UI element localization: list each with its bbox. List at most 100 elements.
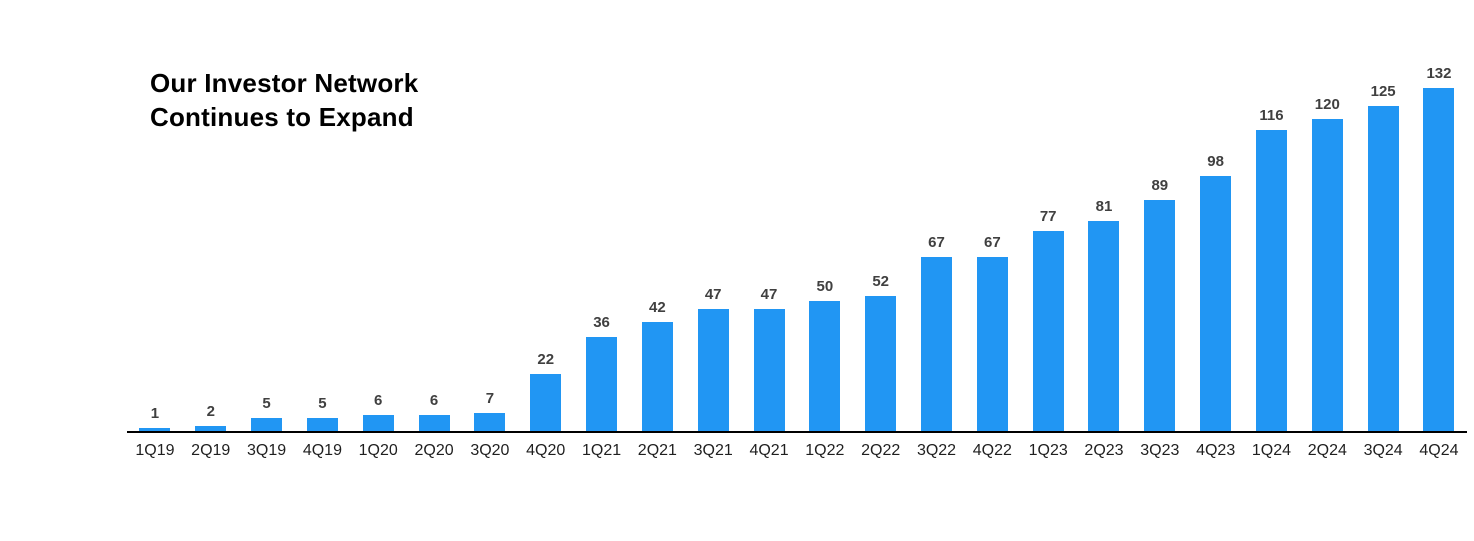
bar: [530, 374, 562, 431]
bar-column: 47: [741, 287, 797, 431]
bar: [921, 257, 952, 431]
x-tick-label: 1Q20: [358, 442, 398, 459]
x-tick-label: 2Q23: [1084, 442, 1124, 459]
bar-column: 42: [629, 300, 685, 431]
bar-value-label: 116: [1259, 107, 1284, 124]
bar-value-label: 132: [1426, 65, 1452, 82]
bar-value-label: 98: [1207, 153, 1224, 170]
x-axis-tick-labels: 1Q19 2Q19 3Q19 4Q19 1Q20 2Q20 3Q20 4Q20 1Q21 2Q21…: [127, 443, 1467, 459]
bar: [1367, 106, 1399, 431]
bar-value-label: 52: [872, 273, 890, 290]
bar: [641, 322, 673, 431]
chart-title-line2: Continues to Expand: [150, 102, 414, 133]
bar-column: 2: [183, 404, 239, 431]
bar-column: 116: [1244, 108, 1300, 431]
plot-area: 1 2 5 5 6 6 7 22 36 42 47 47 50 52 67 67 77 81 89 98 116 120 1…: [127, 0, 1467, 433]
bar-column: 98: [1188, 154, 1244, 431]
x-tick-label: 4Q19: [302, 442, 342, 459]
bar-column: 120: [1299, 97, 1355, 431]
bar-value-label: 2: [206, 403, 215, 420]
bar-column: 89: [1132, 178, 1188, 431]
bar: [362, 415, 394, 431]
bar-value-label: 7: [485, 390, 495, 407]
bar-value-label: 6: [374, 392, 383, 409]
bar-value-label: 81: [1095, 198, 1113, 215]
bar-column: 77: [1020, 209, 1076, 431]
x-tick-label: 2Q20: [414, 442, 454, 459]
bar: [1144, 200, 1176, 431]
x-tick-label: 1Q22: [805, 442, 845, 459]
bar: [418, 415, 450, 431]
bar-column: 7: [462, 391, 518, 431]
bar: [139, 428, 171, 431]
bar-column: 67: [964, 235, 1020, 431]
bar: [809, 301, 841, 431]
bar: [1423, 88, 1455, 431]
bar-column: 1: [127, 406, 183, 431]
bar-column: 6: [350, 393, 406, 431]
bar: [195, 426, 227, 431]
bar: [474, 413, 506, 431]
bar-value-label: 120: [1314, 96, 1340, 113]
bar-value-label: 125: [1370, 83, 1396, 100]
bar-column: 125: [1355, 84, 1411, 431]
bar-value-label: 42: [649, 299, 666, 316]
bar-column: 6: [406, 393, 462, 431]
bar-value-label: 36: [593, 314, 610, 331]
x-tick-label: 3Q19: [247, 442, 287, 459]
x-tick-label: 3Q21: [693, 442, 733, 459]
x-tick-label: 4Q20: [526, 442, 566, 459]
bar-value-label: 89: [1151, 177, 1169, 194]
bar-value-label: 1: [150, 405, 160, 422]
bar-value-label: 22: [537, 351, 555, 368]
bar: [753, 309, 785, 431]
x-tick-label: 1Q19: [135, 442, 175, 459]
bar: [1088, 221, 1120, 431]
x-tick-label: 1Q21: [581, 442, 622, 459]
bar: [1255, 130, 1287, 431]
bar: [697, 309, 729, 431]
bar-value-label: 77: [1039, 208, 1057, 225]
bar: [586, 337, 618, 431]
bar-column: 67: [909, 235, 965, 431]
bar-columns: 1 2 5 5 6 6 7 22 36 42 47 47 50 52 67 67 77 81 89 98 116 120 1…: [127, 0, 1467, 431]
bar-column: 52: [853, 274, 909, 431]
bar-column: 132: [1411, 66, 1467, 431]
bar: [865, 296, 897, 431]
bar-column: 22: [518, 352, 574, 431]
bar-value-label: 5: [318, 395, 327, 412]
bar-value-label: 67: [983, 234, 1001, 251]
x-tick-label: 3Q23: [1140, 442, 1180, 459]
bar-column: 81: [1076, 199, 1132, 431]
x-tick-label: 4Q22: [972, 442, 1012, 459]
x-tick-label: 2Q22: [861, 442, 901, 459]
x-tick-label: 1Q24: [1251, 442, 1292, 459]
x-tick-label: 4Q21: [749, 442, 789, 459]
bar-column: 5: [239, 396, 295, 431]
bar: [1200, 176, 1232, 431]
x-tick-label: 4Q24: [1419, 442, 1459, 459]
x-tick-label: 1Q23: [1028, 442, 1068, 459]
bar-column: 5: [294, 396, 350, 431]
x-tick-label: 2Q24: [1307, 442, 1347, 459]
bar: [306, 418, 338, 431]
bar-value-label: 67: [928, 234, 945, 251]
bar-value-label: 47: [704, 286, 722, 303]
x-tick-label: 3Q20: [470, 442, 510, 459]
chart-title: Our Investor Network Continues to Expand: [150, 66, 418, 135]
bar-value-label: 50: [816, 278, 834, 295]
bar-column: 50: [797, 279, 853, 431]
x-tick-label: 3Q24: [1363, 442, 1403, 459]
x-tick-label: 4Q23: [1196, 442, 1236, 459]
bar: [251, 418, 283, 431]
bar-value-label: 6: [429, 392, 439, 409]
bar: [976, 257, 1008, 431]
bar-value-label: 5: [262, 395, 271, 412]
bar: [1311, 119, 1343, 431]
bar: [1032, 231, 1064, 431]
bar-column: 36: [574, 315, 630, 431]
bar-column: 47: [685, 287, 741, 431]
x-tick-label: 2Q19: [191, 442, 231, 459]
x-tick-label: 2Q21: [637, 442, 677, 459]
x-tick-label: 3Q22: [916, 442, 957, 459]
